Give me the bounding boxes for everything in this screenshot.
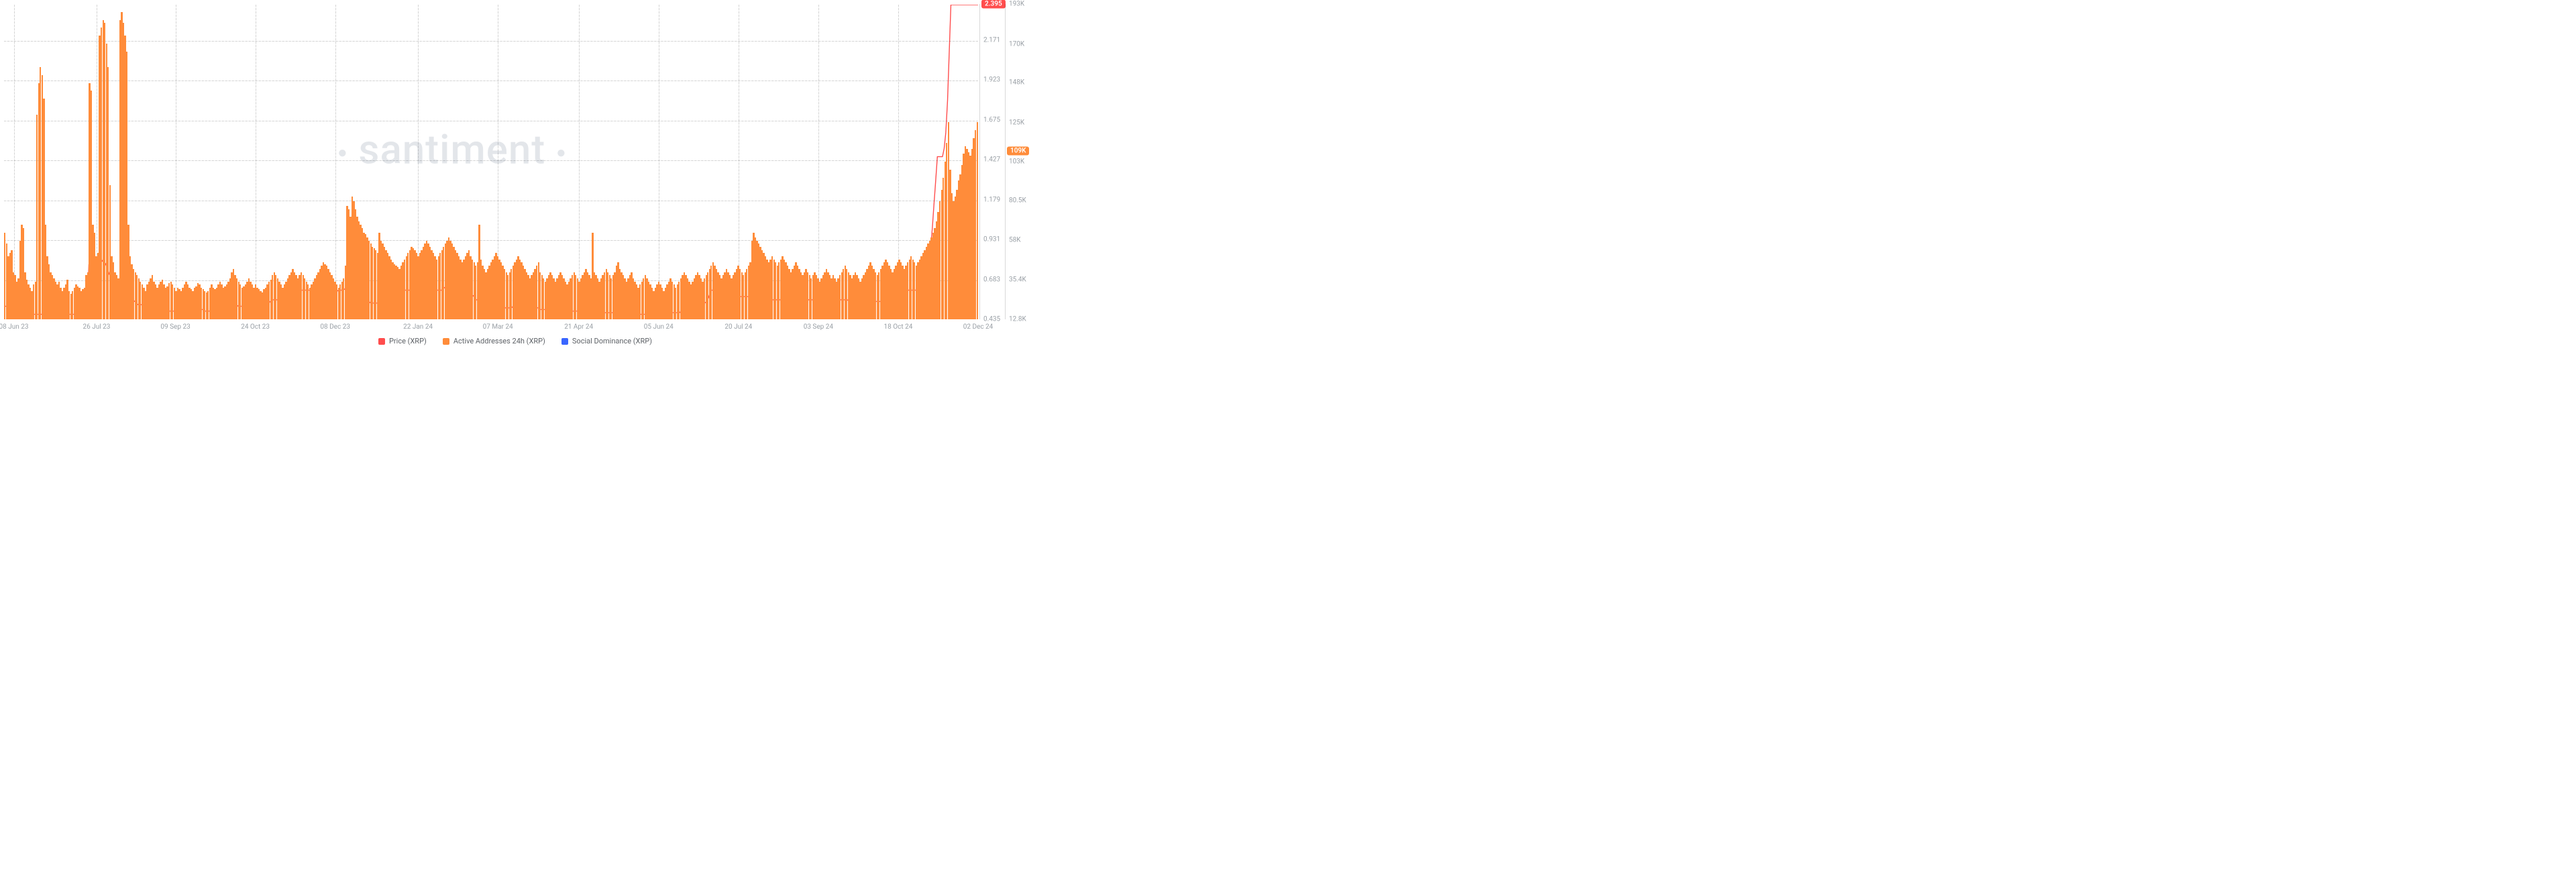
legend: Price (XRP) Active Addresses 24h (XRP) Soc… <box>0 337 1030 345</box>
grid-hline <box>4 160 978 161</box>
x-tick-label: 09 Sep 23 <box>160 323 190 331</box>
x-tick-label: 02 Dec 24 <box>963 323 994 331</box>
y-axis-addresses-rule <box>1005 4 1006 319</box>
y-axis-addresses: 12.8K35.4K58K80.5K103K125K148K170K193K10… <box>1005 4 1030 319</box>
plot-area: ● santiment ● <box>4 4 978 319</box>
y1-tick-label: 1.675 <box>983 116 1000 123</box>
y1-tick-label: 0.931 <box>983 236 1000 243</box>
addresses-current-badge: 109K <box>1007 147 1029 156</box>
x-tick-label: 22 Jan 24 <box>403 323 433 331</box>
x-tick-label: 05 Jun 24 <box>644 323 674 331</box>
y2-tick-label: 58K <box>1009 237 1021 244</box>
y2-tick-label: 103K <box>1009 158 1024 165</box>
grid-hline <box>4 41 978 42</box>
grid-vline <box>579 5 580 319</box>
x-tick-label: 26 Jul 23 <box>83 323 110 331</box>
legend-item[interactable]: Active Addresses 24h (XRP) <box>443 337 545 345</box>
grid-vline <box>818 5 819 319</box>
x-tick-label: 08 Dec 23 <box>320 323 350 331</box>
legend-swatch <box>378 338 385 345</box>
y1-tick-label: 0.683 <box>983 276 1000 283</box>
grid-vline <box>335 5 336 319</box>
legend-label: Price (XRP) <box>389 337 427 345</box>
y2-tick-label: 148K <box>1009 79 1024 87</box>
y1-tick-label: 2.171 <box>983 36 1000 44</box>
x-tick-label: 18 Oct 24 <box>884 323 913 331</box>
x-tick-label: 20 Jul 24 <box>724 323 752 331</box>
y2-tick-label: 170K <box>1009 40 1024 48</box>
y2-tick-label: 80.5K <box>1009 197 1026 205</box>
x-tick-label: 24 Oct 23 <box>241 323 270 331</box>
y1-tick-label: 1.427 <box>983 156 1000 164</box>
grid-hline <box>4 80 978 81</box>
legend-label: Active Addresses 24h (XRP) <box>453 337 545 345</box>
legend-item[interactable]: Price (XRP) <box>378 337 427 345</box>
legend-label: Social Dominance (XRP) <box>572 337 652 345</box>
x-tick-label: 03 Sep 24 <box>804 323 833 331</box>
y1-tick-label: 1.923 <box>983 76 1000 84</box>
legend-swatch <box>561 338 568 345</box>
legend-item[interactable]: Social Dominance (XRP) <box>561 337 652 345</box>
grid-hline <box>4 240 978 241</box>
active-addresses-bar <box>977 122 978 319</box>
y2-tick-label: 193K <box>1009 1 1024 8</box>
xrp-santiment-chart: ● santiment ● 0.435 0.683 0.931 1.179 1.427 1… <box>0 0 1030 349</box>
legend-swatch <box>443 338 449 345</box>
x-tick-label: 21 Apr 24 <box>564 323 593 331</box>
x-tick-label: 08 Jun 23 <box>0 323 29 331</box>
y2-tick-label: 35.4K <box>1009 276 1026 284</box>
x-tick-label: 07 Mar 24 <box>483 323 513 331</box>
price-current-badge: 2.395 <box>981 0 1006 9</box>
y2-tick-label: 125K <box>1009 119 1024 127</box>
y-axis-price: 0.4350.6830.9311.1791.4271.6751.9232.171… <box>979 4 1005 319</box>
y2-tick-label: 12.8K <box>1009 316 1026 323</box>
y-axis-price-rule <box>979 4 980 319</box>
y1-tick-label: 1.179 <box>983 196 1000 203</box>
y1-tick-label: 0.435 <box>983 316 1000 323</box>
